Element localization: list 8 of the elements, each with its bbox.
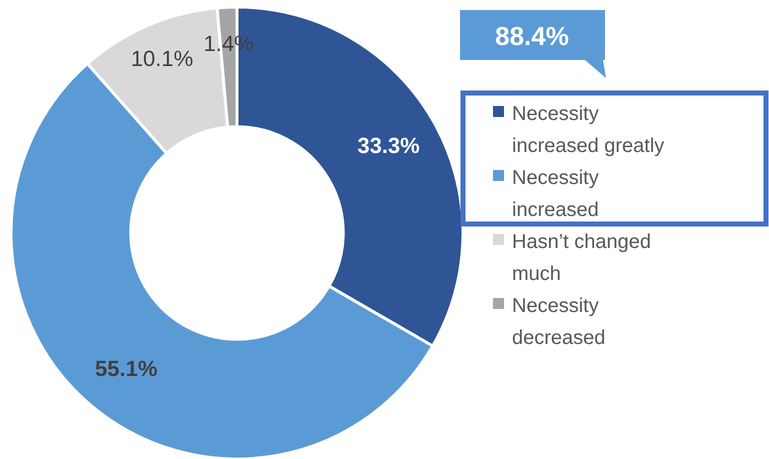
data-label: 33.3% [357, 133, 420, 158]
legend-label: Necessity increased [512, 167, 599, 221]
legend-label: Necessity increased greatly [512, 103, 664, 157]
data-label: 55.1% [95, 356, 158, 382]
legend-label: Necessity decreased [512, 295, 606, 349]
legend-label: Hasn’t changed much [512, 231, 651, 285]
text: 88.4% [495, 21, 569, 52]
data-label: 10.1% [130, 46, 194, 72]
